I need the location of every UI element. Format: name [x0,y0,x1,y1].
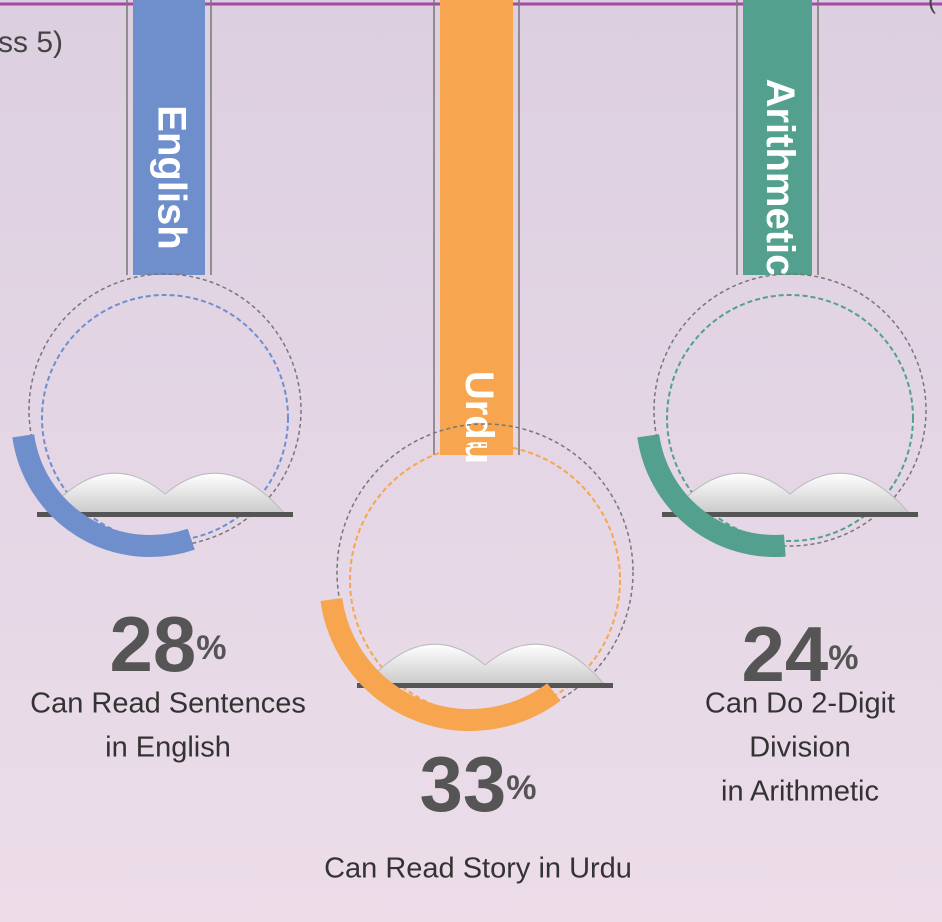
caption: Can Do 2-Digit [705,688,895,720]
caption: in English [105,732,231,764]
value-number: 33 [420,740,507,828]
header-fragment: ss 5) [0,26,63,59]
caption: Can Read Story in Urdu [324,853,632,885]
value-unit: % [828,639,858,677]
caption: in Arithmetic [721,776,879,808]
caption: Division [749,732,851,764]
subject-label: English [149,105,193,249]
value-unit: % [506,769,536,807]
subject-label: Arithmetic [758,79,802,277]
header-fragment: ( [928,0,936,14]
value-number: 28 [110,600,197,688]
value-unit: % [196,629,226,667]
caption: Can Read Sentences [30,688,306,720]
infographic: ss 5) ( English 28% Can Read Sentences in E… [0,0,942,922]
value-number: 24 [742,610,829,698]
subject-label: Urdu [457,371,501,464]
